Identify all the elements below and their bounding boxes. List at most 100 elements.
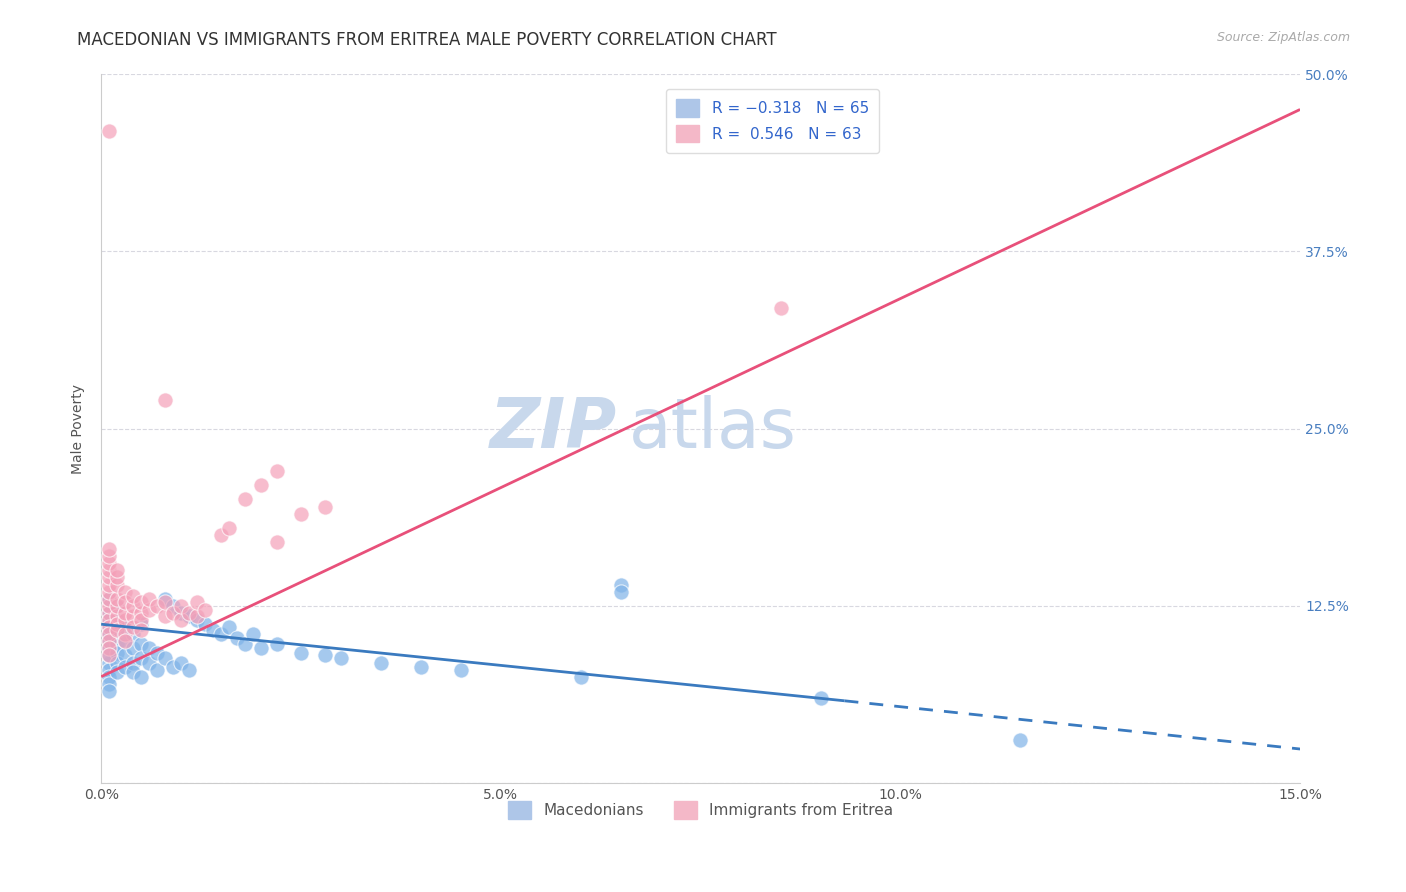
Point [98,556,121,570]
Point [179,663,201,677]
Point [290,507,312,521]
Point [98,648,121,663]
Point [105,656,128,670]
Point [98,570,121,584]
Point [114,620,136,634]
Point [153,594,176,608]
Point [330,651,353,665]
Point [314,500,336,514]
Point [98,634,121,648]
Point [122,589,145,603]
Point [609,577,631,591]
Text: atlas: atlas [628,395,797,462]
Point [122,620,145,634]
Point [146,599,169,613]
Point [1010,733,1032,747]
Point [98,613,121,627]
Point [98,124,121,138]
Point [105,646,128,660]
Point [138,603,160,617]
Point [153,651,176,665]
Point [314,648,336,663]
Point [98,606,121,620]
Point [194,617,217,632]
Point [114,627,136,641]
Point [98,620,121,634]
Point [98,663,121,677]
Point [98,620,121,634]
Point [250,478,273,492]
Point [105,570,128,584]
Point [122,599,145,613]
Point [98,641,121,656]
Legend: Macedonians, Immigrants from Eritrea: Macedonians, Immigrants from Eritrea [502,795,900,825]
Point [98,641,121,656]
Point [233,637,256,651]
Point [114,594,136,608]
Point [138,591,160,606]
Point [105,563,128,577]
Point [170,656,193,670]
Point [810,690,832,705]
Point [202,623,225,637]
Point [122,608,145,623]
Point [129,651,152,665]
Point [153,608,176,623]
Point [233,492,256,507]
Point [170,599,193,613]
Point [129,637,152,651]
Point [98,634,121,648]
Point [114,606,136,620]
Point [266,464,288,478]
Point [98,627,121,641]
Point [122,665,145,680]
Point [105,637,128,651]
Point [98,677,121,691]
Point [162,659,184,673]
Point [105,623,128,637]
Point [162,599,184,613]
Point [129,670,152,684]
Point [98,591,121,606]
Point [114,584,136,599]
Point [138,641,160,656]
Text: ZIP: ZIP [489,395,617,462]
Point [290,646,312,660]
Point [129,617,152,632]
Point [179,608,201,623]
Point [409,659,432,673]
Point [98,627,121,641]
Point [569,670,592,684]
Point [105,599,128,613]
Point [209,627,232,641]
Point [129,613,152,627]
Point [105,613,128,627]
Point [98,670,121,684]
Point [450,663,472,677]
Point [98,648,121,663]
Point [146,646,169,660]
Point [250,641,273,656]
Point [194,603,217,617]
Point [266,535,288,549]
Point [186,613,208,627]
Point [105,608,128,623]
Point [129,594,152,608]
Point [129,623,152,637]
Point [114,613,136,627]
Point [170,613,193,627]
Point [186,608,208,623]
Point [218,521,240,535]
Point [114,634,136,648]
Point [186,594,208,608]
Point [170,606,193,620]
Point [146,663,169,677]
Point [179,606,201,620]
Point [105,665,128,680]
Point [114,634,136,648]
Text: Source: ZipAtlas.com: Source: ZipAtlas.com [1216,31,1350,45]
Point [105,623,128,637]
Point [122,627,145,641]
Point [98,542,121,557]
Point [370,656,392,670]
